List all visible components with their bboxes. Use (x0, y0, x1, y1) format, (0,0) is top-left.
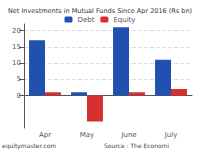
svg-text:Equity: Equity (113, 16, 135, 24)
svg-text:equitymaster.com: equitymaster.com (2, 142, 56, 150)
svg-text:20: 20 (12, 27, 21, 35)
svg-text:0: 0 (17, 92, 21, 100)
svg-text:Debt: Debt (77, 16, 94, 24)
svg-text:15: 15 (12, 43, 21, 51)
svg-text:Source : The Economi: Source : The Economi (104, 142, 170, 149)
svg-text:June: June (120, 131, 136, 139)
svg-text:10: 10 (12, 59, 21, 67)
svg-text:5: 5 (17, 75, 21, 83)
svg-text:Apr: Apr (39, 131, 51, 139)
svg-text:Net Investments in Mutual Fund: Net Investments in Mutual Funds Since Ap… (8, 7, 192, 15)
svg-text:July: July (164, 131, 178, 139)
svg-text:May: May (80, 131, 94, 139)
